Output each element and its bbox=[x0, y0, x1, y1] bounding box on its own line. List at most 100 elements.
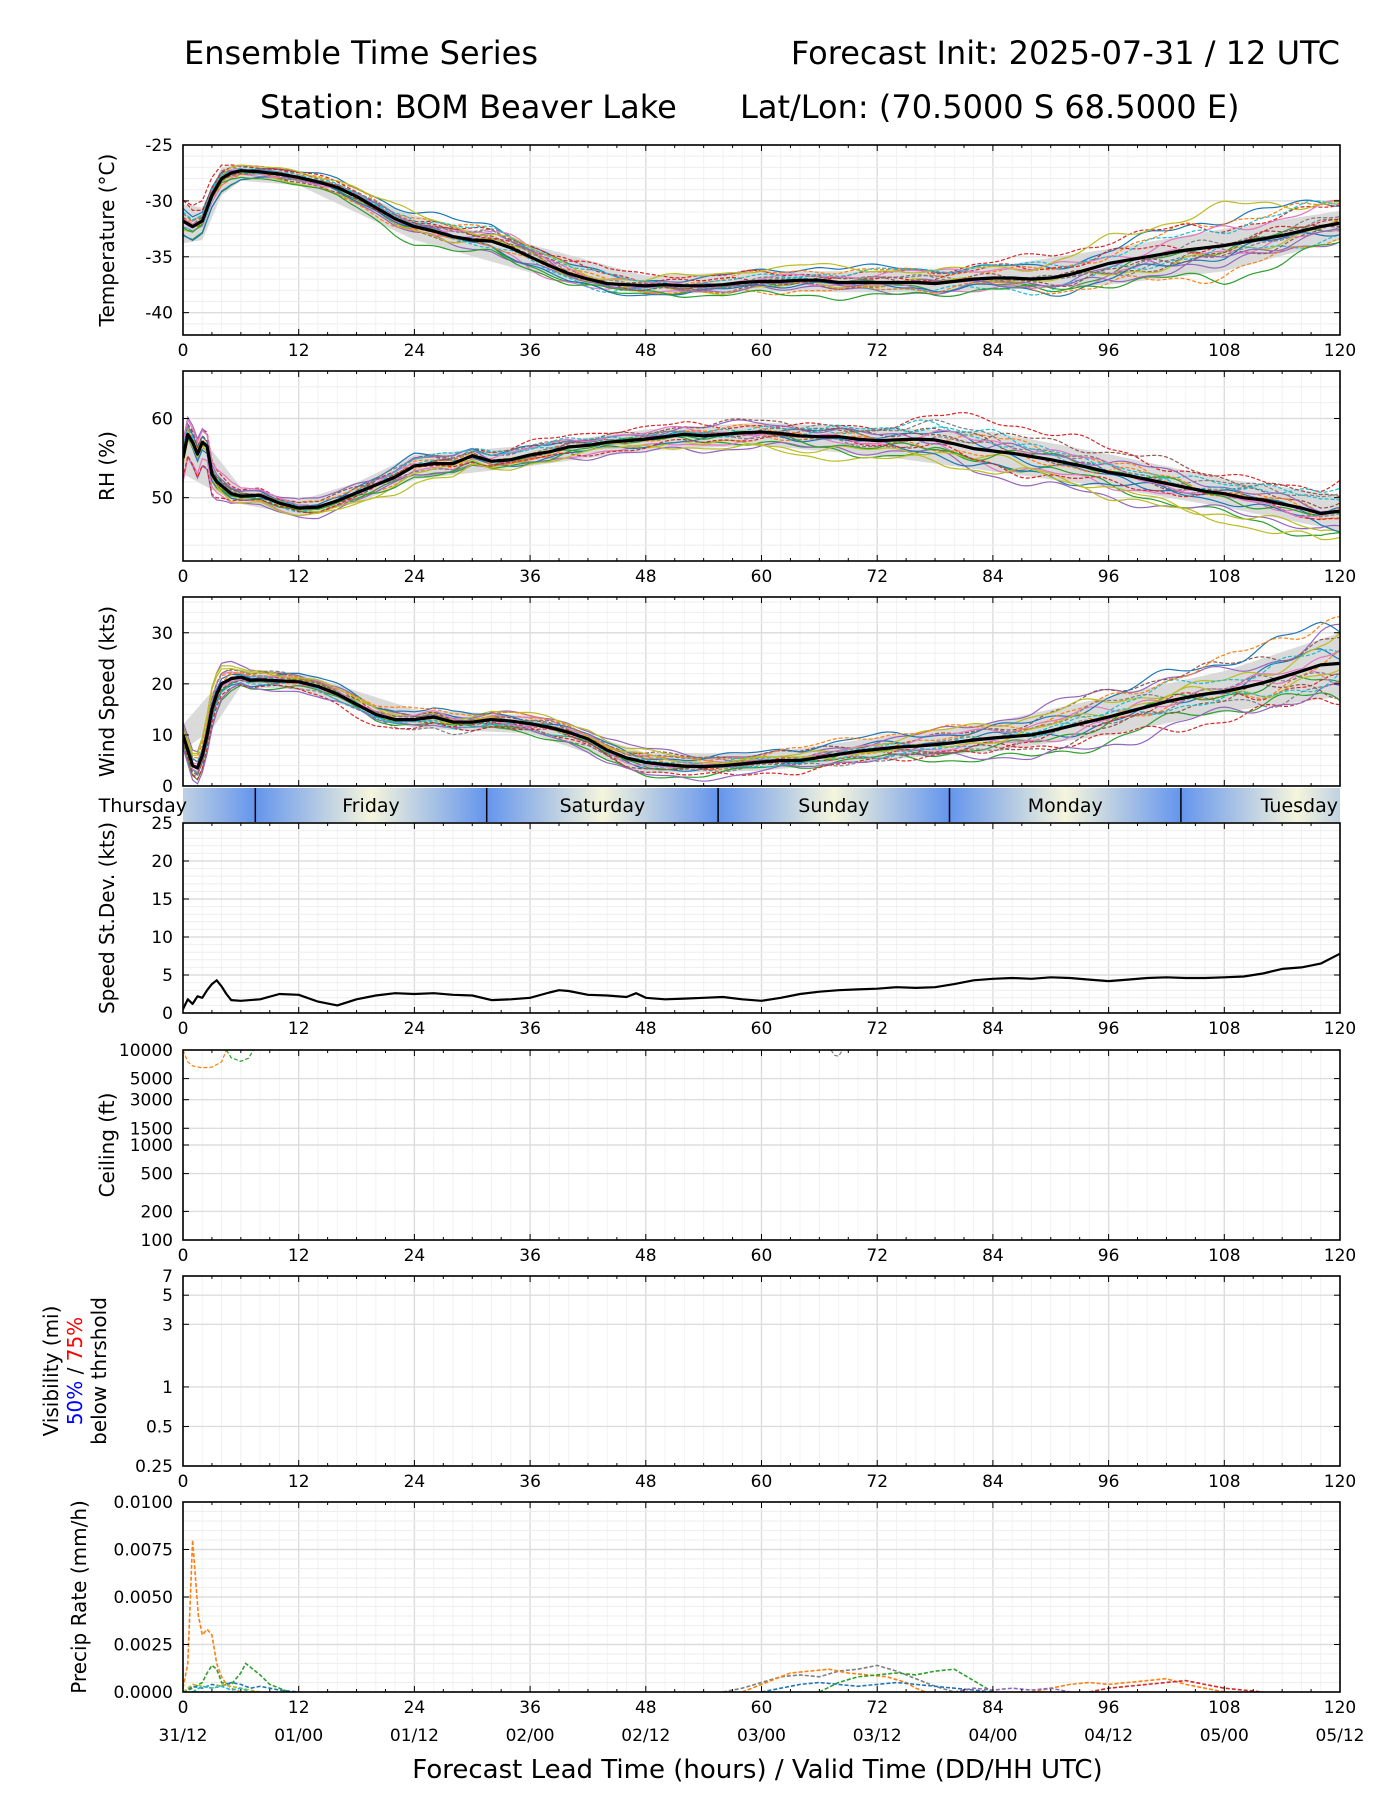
x-tick-label: 108 bbox=[1208, 1698, 1240, 1718]
y-tick-label: 30 bbox=[151, 624, 173, 644]
ensemble-member-line bbox=[183, 682, 1340, 785]
y-tick-label: 0.0100 bbox=[114, 1493, 173, 1513]
y-tick-label: 5 bbox=[162, 966, 173, 986]
x-tick-label: 84 bbox=[982, 1019, 1004, 1039]
y-tick-label: 7 bbox=[162, 1267, 173, 1287]
y-tick-label: 10 bbox=[151, 726, 173, 746]
y-tick-label: 0 bbox=[162, 1004, 173, 1024]
x-tick-label: 108 bbox=[1208, 341, 1240, 361]
ensemble-member-line bbox=[819, 1668, 994, 1692]
day-label-friday: Friday bbox=[342, 795, 400, 817]
ensemble-mean-line bbox=[183, 430, 1340, 516]
panel-ceiling: 0 12 24 36 48 60 72 84 96 108 120 100 200 500 10001500… bbox=[95, 1041, 1356, 1266]
x-tick-label: 0 bbox=[178, 1246, 189, 1266]
y-tick-label: 25 bbox=[151, 814, 173, 834]
y-axis-label: Ceiling (ft) bbox=[95, 1093, 119, 1198]
ensemble-member-line bbox=[954, 1687, 1071, 1692]
panel-speed_stdev: 0 12 24 36 48 60 72 84 96 108 120 0 5 10 15 20 25 Speed S… bbox=[95, 814, 1356, 1039]
y-tick-label: 20 bbox=[151, 852, 173, 872]
x-tick-label: 36 bbox=[519, 341, 541, 361]
y-tick-label: 0.0075 bbox=[114, 1541, 173, 1561]
y-tick-label: 0.5 bbox=[146, 1417, 173, 1437]
x-tick-label: 12 bbox=[288, 1698, 310, 1718]
day-band bbox=[255, 788, 487, 822]
x-tick-label: 12 bbox=[288, 1246, 310, 1266]
valid-time-label: 04/00 bbox=[968, 1726, 1017, 1746]
panel-wind_speed: 0 10 20 30 Wind Speed (kts) bbox=[95, 596, 1341, 797]
x-tick-label: 72 bbox=[866, 1246, 888, 1266]
x-tick-label: 108 bbox=[1208, 1019, 1240, 1039]
x-tick-label: 72 bbox=[866, 1698, 888, 1718]
x-tick-label: 48 bbox=[635, 567, 657, 587]
ensemble-member-line bbox=[192, 1685, 251, 1692]
x-tick-label: 60 bbox=[751, 1246, 773, 1266]
ensemble-member-line bbox=[183, 176, 1340, 297]
stdev-line bbox=[183, 952, 1340, 1010]
y-tick-label: 10 bbox=[151, 928, 173, 948]
y-tick-label: 3 bbox=[162, 1315, 173, 1335]
valid-time-label: 04/12 bbox=[1084, 1726, 1133, 1746]
x-tick-label: 96 bbox=[1098, 1019, 1120, 1039]
ensemble-member-line bbox=[183, 1683, 261, 1692]
panel-precip: 0 12 24 36 48 60 72 84 96 108 120 0.0000 0.0025 0.005… bbox=[67, 1493, 1356, 1718]
x-tick-label: 108 bbox=[1208, 1246, 1240, 1266]
x-tick-label: 48 bbox=[635, 1472, 657, 1492]
x-tick-label: 0 bbox=[178, 567, 189, 587]
x-tick-label: 12 bbox=[288, 1472, 310, 1492]
ensemble-member-line bbox=[183, 1050, 227, 1069]
x-tick-label: 12 bbox=[288, 567, 310, 587]
x-tick-label: 48 bbox=[635, 1019, 657, 1039]
x-tick-label: 48 bbox=[635, 341, 657, 361]
y-tick-label: 5 bbox=[162, 1286, 173, 1306]
ensemble-member-line bbox=[183, 173, 1340, 296]
y-axis-label: RH (%) bbox=[95, 431, 119, 501]
x-tick-label: 0 bbox=[178, 341, 189, 361]
ensemble-member-line bbox=[1031, 1677, 1225, 1692]
ensemble-member-line bbox=[183, 616, 1340, 770]
x-tick-label: 72 bbox=[866, 567, 888, 587]
x-tick-label: 24 bbox=[404, 1246, 426, 1266]
valid-time-label: 05/12 bbox=[1316, 1726, 1365, 1746]
x-tick-label: 72 bbox=[866, 1019, 888, 1039]
x-tick-label: 24 bbox=[404, 567, 426, 587]
day-band bbox=[949, 788, 1181, 822]
y-tick-label: 1000 bbox=[130, 1136, 173, 1156]
x-tick-label: 60 bbox=[751, 567, 773, 587]
x-tick-label: 120 bbox=[1324, 1472, 1356, 1492]
ensemble-member-line bbox=[183, 684, 1340, 781]
day-label-sunday: Sunday bbox=[798, 795, 869, 817]
x-axis-label: Forecast Lead Time (hours) / Valid Time … bbox=[412, 1755, 1102, 1785]
x-tick-label: 36 bbox=[519, 1246, 541, 1266]
x-tick-label: 72 bbox=[866, 1472, 888, 1492]
valid-time-label: 03/00 bbox=[737, 1726, 786, 1746]
day-band bbox=[718, 788, 950, 822]
x-tick-label: 120 bbox=[1324, 341, 1356, 361]
spread-band bbox=[183, 632, 1340, 774]
valid-time-label: 31/12 bbox=[159, 1726, 208, 1746]
y-tick-label: 500 bbox=[141, 1165, 173, 1185]
y-axis-label: Visibility (mi) bbox=[39, 1306, 63, 1437]
ensemble-member-line bbox=[183, 176, 1340, 302]
x-tick-label: 96 bbox=[1098, 1472, 1120, 1492]
valid-time-label: 03/12 bbox=[853, 1726, 902, 1746]
y-tick-label: 0.0025 bbox=[114, 1636, 173, 1656]
x-tick-label: 84 bbox=[982, 1698, 1004, 1718]
threshold-legend: 50% / 75% bbox=[63, 1317, 87, 1425]
ensemble-member-line bbox=[183, 673, 1340, 770]
x-tick-label: 36 bbox=[519, 567, 541, 587]
ensemble-member-line bbox=[183, 166, 1340, 296]
station-label: Station: BOM Beaver Lake bbox=[260, 88, 677, 126]
x-tick-label: 84 bbox=[982, 1472, 1004, 1492]
x-tick-label: 60 bbox=[751, 341, 773, 361]
x-tick-label: 48 bbox=[635, 1698, 657, 1718]
x-tick-label: 60 bbox=[751, 1019, 773, 1039]
x-tick-label: 36 bbox=[519, 1698, 541, 1718]
ensemble-member-line bbox=[183, 649, 1340, 774]
y-tick-label: -40 bbox=[145, 304, 173, 324]
x-axis-footer: 31/12 01/00 01/12 02/00 02/12 03/00 03/12 04/00… bbox=[159, 1726, 1365, 1785]
y-tick-label: -35 bbox=[145, 248, 173, 268]
y-axis-label: Precip Rate (mm/h) bbox=[67, 1500, 91, 1694]
x-tick-label: 84 bbox=[982, 1246, 1004, 1266]
ensemble-member-line bbox=[1089, 1679, 1263, 1692]
y-axis-label: Wind Speed (kts) bbox=[95, 606, 119, 777]
